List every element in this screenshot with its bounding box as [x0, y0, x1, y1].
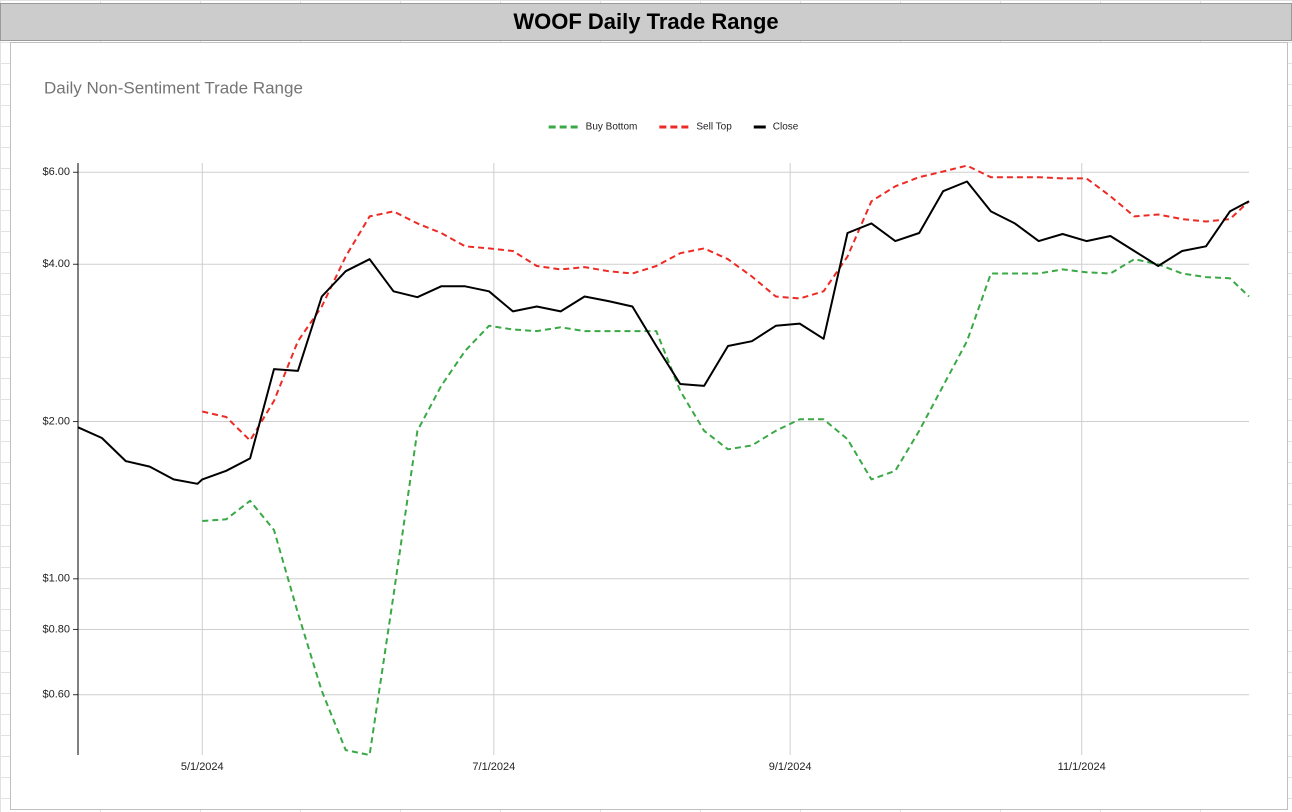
legend-label: Sell Top [696, 122, 732, 133]
x-tick-label: 5/1/2024 [181, 761, 224, 773]
chart-frame [10, 42, 1288, 810]
sheet-title: WOOF Daily Trade Range [0, 3, 1292, 41]
x-tick-label: 11/1/2024 [1058, 761, 1106, 773]
y-tick-label: $6.00 [42, 166, 70, 178]
y-tick-label: $1.00 [42, 573, 70, 585]
legend-label: Close [773, 122, 799, 133]
y-tick-label: $2.00 [42, 415, 70, 427]
series-line [77, 180, 1250, 485]
x-tick-label: 9/1/2024 [769, 761, 812, 773]
y-tick-label: $4.00 [42, 258, 70, 270]
chart-title: Daily Non-Sentiment Trade Range [44, 78, 303, 97]
legend-label: Buy Bottom [586, 122, 638, 133]
x-tick-label: 7/1/2024 [472, 761, 515, 773]
series-line [202, 164, 1250, 442]
y-tick-label: $0.60 [42, 689, 70, 701]
series-line [202, 258, 1250, 756]
y-tick-label: $0.80 [42, 623, 70, 635]
